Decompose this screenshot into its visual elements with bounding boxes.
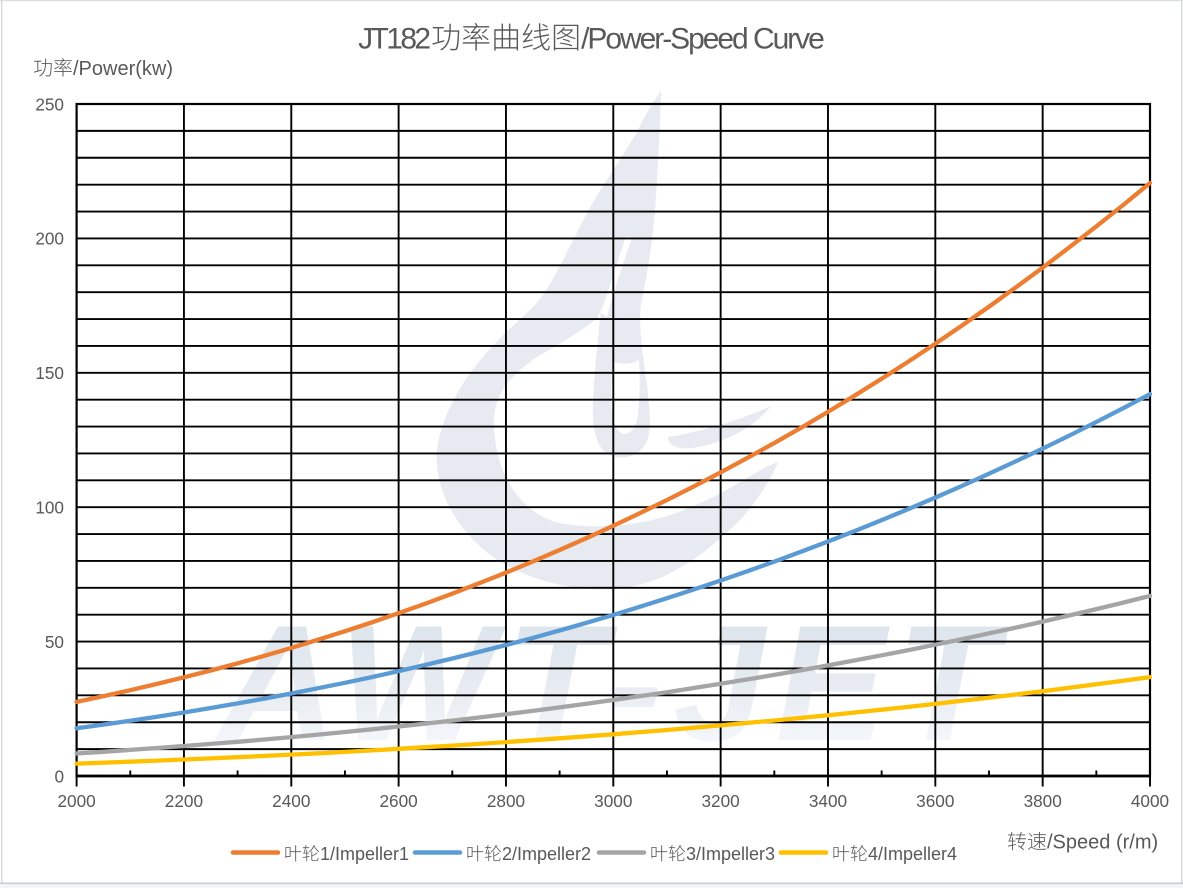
svg-text:2600: 2600 [379, 791, 417, 811]
svg-text:200: 200 [35, 229, 64, 249]
svg-text:2000: 2000 [57, 791, 95, 811]
svg-text:3800: 3800 [1024, 791, 1062, 811]
svg-text:3000: 3000 [594, 791, 632, 811]
svg-text:50: 50 [45, 632, 64, 652]
svg-text:2400: 2400 [272, 791, 310, 811]
svg-text:3200: 3200 [701, 791, 739, 811]
svg-text:3600: 3600 [916, 791, 954, 811]
svg-text:JT182: JT182 [358, 22, 431, 55]
svg-text:0: 0 [54, 766, 64, 786]
svg-text:/Speed (r/m): /Speed (r/m) [1047, 832, 1158, 854]
svg-text:2/Impeller2: 2/Impeller2 [502, 844, 591, 864]
svg-text:1/Impeller1: 1/Impeller1 [320, 844, 409, 864]
svg-text:4000: 4000 [1131, 791, 1169, 811]
svg-text:250: 250 [35, 94, 64, 114]
svg-text:2800: 2800 [487, 791, 525, 811]
svg-text:/Power-Speed Curve: /Power-Speed Curve [581, 22, 825, 55]
svg-text:/Power(kw): /Power(kw) [73, 58, 173, 80]
svg-text:100: 100 [35, 498, 64, 518]
svg-text:3/Impeller3: 3/Impeller3 [686, 844, 775, 864]
svg-text:2200: 2200 [165, 791, 203, 811]
svg-text:4/Impeller4: 4/Impeller4 [868, 844, 957, 864]
svg-text:3400: 3400 [809, 791, 847, 811]
svg-text:150: 150 [35, 363, 64, 383]
